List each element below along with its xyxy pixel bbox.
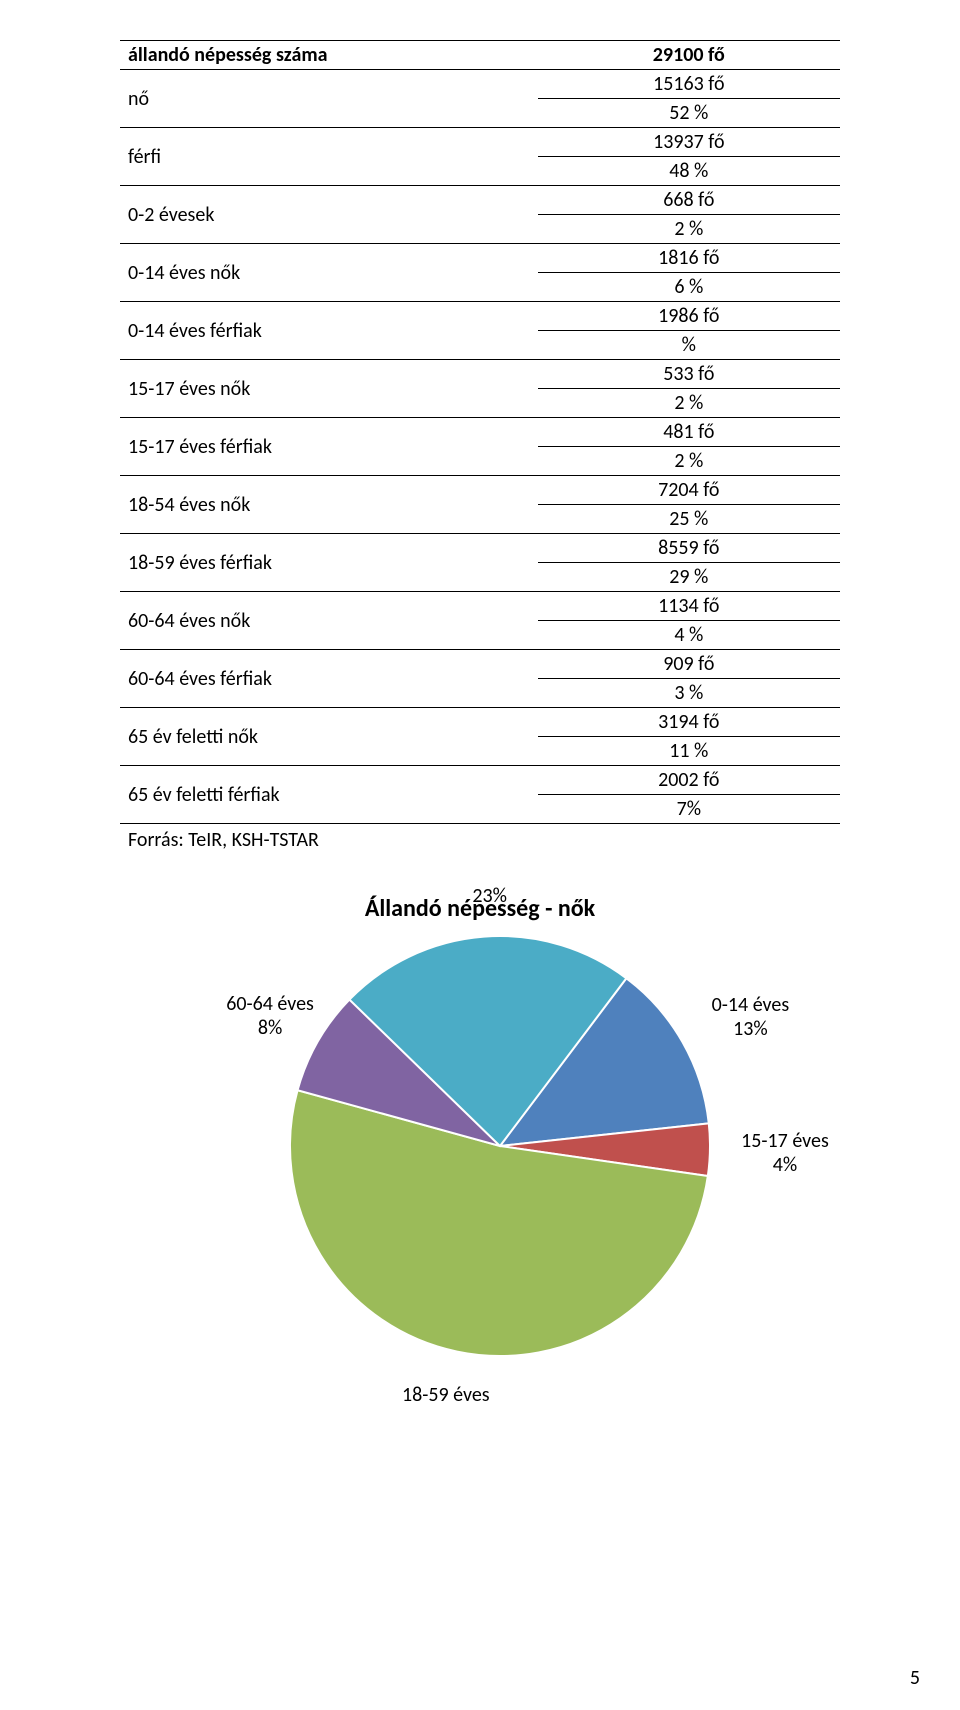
row-label: férfi bbox=[120, 128, 538, 186]
pie-slice-label: 60-64 éves8% bbox=[210, 992, 330, 1040]
slice-percent-text: 23% bbox=[430, 886, 550, 908]
slice-label-text: 15-17 éves bbox=[725, 1129, 840, 1153]
row-label: 0-14 éves férfiak bbox=[120, 302, 538, 360]
page-number: 5 bbox=[910, 1666, 920, 1690]
row-value-count: 15163 fő bbox=[538, 70, 840, 99]
table-row: 0-2 évesek668 fő bbox=[120, 186, 840, 215]
row-label: 65 év feletti férfiak bbox=[120, 766, 538, 824]
row-value-count: 668 fő bbox=[538, 186, 840, 215]
row-value-count: 1816 fő bbox=[538, 244, 840, 273]
header-label: állandó népesség száma bbox=[120, 41, 538, 70]
table-source: Forrás: TeIR, KSH-TSTAR bbox=[120, 824, 840, 856]
row-value-percent: % bbox=[538, 331, 840, 360]
table-row: 65 év feletti nők3194 fő bbox=[120, 708, 840, 737]
row-value-percent: 6 % bbox=[538, 273, 840, 302]
slice-percent-text: 8% bbox=[210, 1016, 330, 1040]
row-value-percent: 11 % bbox=[538, 737, 840, 766]
row-value-count: 2002 fő bbox=[538, 766, 840, 795]
pie-slice-label: 65 év feletti23% bbox=[430, 886, 550, 908]
row-value-count: 1134 fő bbox=[538, 592, 840, 621]
row-label: 65 év feletti nők bbox=[120, 708, 538, 766]
row-value-count: 3194 fő bbox=[538, 708, 840, 737]
row-label: 60-64 éves férfiak bbox=[120, 650, 538, 708]
row-value-percent: 4 % bbox=[538, 621, 840, 650]
row-label: 15-17 éves nők bbox=[120, 360, 538, 418]
table-row: 15-17 éves nők533 fő bbox=[120, 360, 840, 389]
row-value-count: 533 fő bbox=[538, 360, 840, 389]
table-row: 0-14 éves férfiak1986 fő bbox=[120, 302, 840, 331]
table-row: nő15163 fő bbox=[120, 70, 840, 99]
table-row: 60-64 éves férfiak909 fő bbox=[120, 650, 840, 679]
pie-chart-container: Állandó népesség - nők 0-14 éves13%15-17… bbox=[120, 886, 840, 1506]
row-value-count: 481 fő bbox=[538, 418, 840, 447]
slice-label-text: 60-64 éves bbox=[210, 992, 330, 1016]
row-value-count: 7204 fő bbox=[538, 476, 840, 505]
slice-label-text: 0-14 éves bbox=[690, 993, 810, 1017]
row-label: 15-17 éves férfiak bbox=[120, 418, 538, 476]
row-value-percent: 3 % bbox=[538, 679, 840, 708]
table-row: 18-59 éves férfiak8559 fő bbox=[120, 534, 840, 563]
pie-slice-label: 0-14 éves13% bbox=[690, 993, 810, 1041]
row-label: 18-59 éves férfiak bbox=[120, 534, 538, 592]
table-row: 65 év feletti férfiak2002 fő bbox=[120, 766, 840, 795]
row-value-percent: 52 % bbox=[538, 99, 840, 128]
slice-percent-text: 13% bbox=[690, 1017, 810, 1041]
row-value-percent: 7% bbox=[538, 795, 840, 824]
table-row: férfi13937 fő bbox=[120, 128, 840, 157]
row-value-count: 1986 fő bbox=[538, 302, 840, 331]
row-label: 0-2 évesek bbox=[120, 186, 538, 244]
table-row: 0-14 éves nők1816 fő bbox=[120, 244, 840, 273]
table-row: 18-54 éves nők7204 fő bbox=[120, 476, 840, 505]
pie-slice-label: 15-17 éves4% bbox=[725, 1129, 840, 1177]
header-value: 29100 fő bbox=[538, 41, 840, 70]
slice-percent-text: 4% bbox=[725, 1153, 840, 1177]
row-label: 18-54 éves nők bbox=[120, 476, 538, 534]
pie-svg bbox=[290, 936, 710, 1356]
table-row: 60-64 éves nők1134 fő bbox=[120, 592, 840, 621]
table-row: 15-17 éves férfiak481 fő bbox=[120, 418, 840, 447]
row-label: 0-14 éves nők bbox=[120, 244, 538, 302]
row-value-percent: 2 % bbox=[538, 447, 840, 476]
row-value-count: 8559 fő bbox=[538, 534, 840, 563]
row-value-percent: 2 % bbox=[538, 389, 840, 418]
row-value-count: 909 fő bbox=[538, 650, 840, 679]
row-value-percent: 2 % bbox=[538, 215, 840, 244]
row-label: 60-64 éves nők bbox=[120, 592, 538, 650]
row-value-percent: 48 % bbox=[538, 157, 840, 186]
table-header-row: állandó népesség száma 29100 fő bbox=[120, 41, 840, 70]
row-value-count: 13937 fő bbox=[538, 128, 840, 157]
population-table: állandó népesség száma 29100 fő nő15163 … bbox=[120, 40, 840, 824]
row-label: nő bbox=[120, 70, 538, 128]
slice-label-text: 18-59 éves bbox=[386, 1383, 506, 1407]
row-value-percent: 25 % bbox=[538, 505, 840, 534]
pie-wrap bbox=[290, 936, 710, 1361]
row-value-percent: 29 % bbox=[538, 563, 840, 592]
pie-slice-label: 18-59 éves bbox=[386, 1383, 506, 1407]
